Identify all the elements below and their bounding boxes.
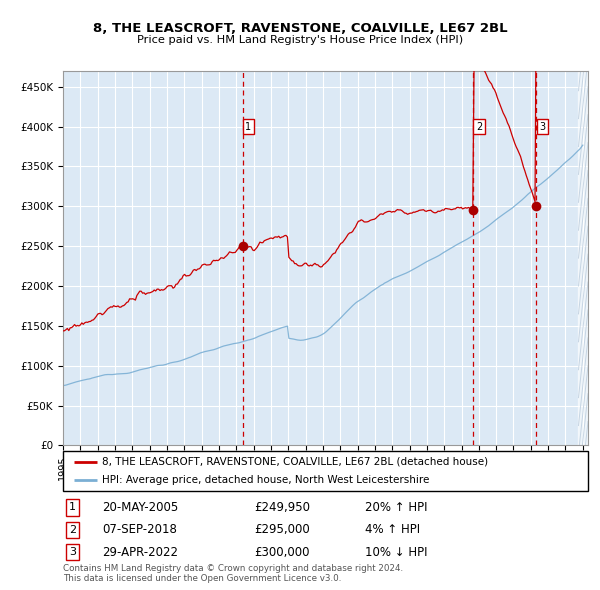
Text: £300,000: £300,000 xyxy=(254,546,310,559)
Text: 1: 1 xyxy=(69,503,76,512)
Text: 2: 2 xyxy=(476,122,482,132)
Text: 4% ↑ HPI: 4% ↑ HPI xyxy=(365,523,420,536)
Text: 3: 3 xyxy=(539,122,545,132)
Text: 10% ↓ HPI: 10% ↓ HPI xyxy=(365,546,427,559)
Text: £249,950: £249,950 xyxy=(254,501,311,514)
Text: 20-MAY-2005: 20-MAY-2005 xyxy=(103,501,179,514)
Text: 8, THE LEASCROFT, RAVENSTONE, COALVILLE, LE67 2BL: 8, THE LEASCROFT, RAVENSTONE, COALVILLE,… xyxy=(92,22,508,35)
FancyBboxPatch shape xyxy=(63,451,588,491)
Text: 07-SEP-2018: 07-SEP-2018 xyxy=(103,523,177,536)
Text: 3: 3 xyxy=(69,547,76,557)
Text: 8, THE LEASCROFT, RAVENSTONE, COALVILLE, LE67 2BL (detached house): 8, THE LEASCROFT, RAVENSTONE, COALVILLE,… xyxy=(103,457,488,467)
Text: Contains HM Land Registry data © Crown copyright and database right 2024.
This d: Contains HM Land Registry data © Crown c… xyxy=(63,564,403,584)
Text: £295,000: £295,000 xyxy=(254,523,310,536)
Text: 1: 1 xyxy=(245,122,251,132)
Text: 2: 2 xyxy=(69,525,76,535)
Text: 29-APR-2022: 29-APR-2022 xyxy=(103,546,178,559)
Text: 20% ↑ HPI: 20% ↑ HPI xyxy=(365,501,427,514)
Text: Price paid vs. HM Land Registry's House Price Index (HPI): Price paid vs. HM Land Registry's House … xyxy=(137,35,463,45)
Text: HPI: Average price, detached house, North West Leicestershire: HPI: Average price, detached house, Nort… xyxy=(103,475,430,485)
